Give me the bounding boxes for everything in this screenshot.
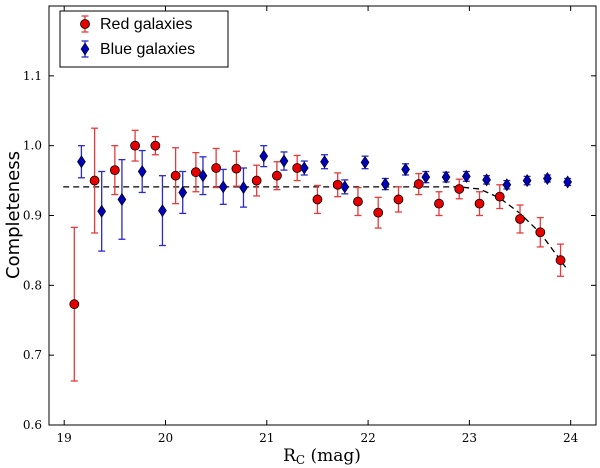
red-galaxy-point	[393, 194, 404, 205]
blue-galaxy-point	[299, 161, 309, 175]
red-galaxy-point	[211, 163, 222, 173]
red-galaxy-point	[353, 196, 363, 207]
y-tick-label: 0.9	[23, 209, 42, 223]
blue-galaxy-point	[380, 177, 390, 191]
x-tick-label: 21	[259, 431, 274, 445]
legend-blue-label: Blue galaxies	[100, 41, 195, 58]
x-tick-label: 22	[360, 431, 375, 445]
x-tick-label: 20	[158, 431, 173, 445]
blue-galaxy-point	[239, 181, 248, 195]
red-galaxy-point	[170, 170, 181, 181]
x-tick-label: 24	[563, 431, 579, 445]
y-tick-label: 0.8	[23, 278, 42, 292]
red-galaxy-point	[555, 255, 566, 266]
red-galaxy-point	[150, 140, 161, 151]
blue-galaxy-point	[340, 180, 350, 194]
series-red-galaxies	[69, 127, 566, 382]
red-galaxy-point	[413, 179, 424, 189]
plot-frame	[48, 5, 597, 426]
x-tick-label: 23	[462, 431, 477, 445]
y-axis-title: Completeness	[3, 151, 24, 279]
blue-galaxy-point	[421, 170, 431, 184]
blue-galaxy-point	[441, 170, 451, 184]
axis-ticks: 19 20 21 22 23 24 0.6 0.7 0.8 0.9 1.0 1.1	[23, 6, 596, 445]
y-tick-label: 0.7	[23, 348, 42, 362]
legend: Red galaxies Blue galaxies	[59, 10, 229, 68]
blue-galaxy-point	[97, 204, 107, 218]
series-blue-galaxies	[77, 145, 572, 252]
legend-red-label: Red galaxies	[100, 16, 193, 33]
red-galaxy-point	[272, 170, 282, 181]
red-galaxy-point	[312, 194, 323, 205]
red-galaxy-point	[190, 167, 201, 178]
blue-galaxy-point	[543, 171, 552, 186]
blue-galaxy-point	[279, 154, 289, 168]
red-galaxy-point	[109, 165, 120, 176]
red-galaxy-point	[434, 198, 444, 209]
red-galaxy-point	[130, 140, 141, 151]
blue-galaxy-point	[461, 169, 471, 183]
red-galaxy-point	[251, 175, 262, 186]
blue-galaxy-point	[482, 173, 491, 187]
blue-galaxy-point	[522, 174, 532, 188]
x-axis-title-sub: C	[296, 453, 305, 467]
blue-galaxy-point	[563, 175, 572, 189]
blue-galaxy-point	[502, 178, 512, 192]
legend-blue-symbol	[80, 42, 90, 56]
y-tick-label: 1.0	[23, 139, 42, 153]
x-axis-title-unit: (mag)	[305, 446, 361, 466]
blue-galaxy-point	[158, 204, 167, 218]
blue-galaxy-point	[259, 149, 269, 163]
red-galaxy-point	[515, 214, 525, 224]
red-galaxy-point	[89, 175, 100, 186]
x-tick-label: 19	[57, 431, 72, 445]
red-galaxy-point	[69, 299, 80, 310]
blue-galaxy-point	[401, 162, 410, 176]
blue-galaxy-point	[178, 185, 188, 199]
red-galaxy-point	[535, 227, 546, 238]
red-galaxy-point	[373, 207, 384, 218]
blue-galaxy-point	[198, 169, 208, 183]
red-galaxy-point	[474, 198, 485, 209]
y-tick-label: 0.6	[23, 418, 42, 432]
red-galaxy-point	[231, 163, 242, 174]
blue-galaxy-point	[77, 155, 86, 169]
x-axis-title: RC (mag)	[283, 446, 361, 467]
legend-red-marker	[80, 15, 90, 33]
blue-galaxy-point	[320, 155, 329, 169]
x-axis-title-main: R	[283, 446, 297, 466]
blue-galaxy-point	[137, 164, 147, 179]
legend-red-symbol	[80, 19, 90, 29]
y-tick-label: 1.1	[23, 69, 42, 83]
red-galaxy-point	[454, 184, 465, 194]
blue-galaxy-point	[360, 155, 370, 169]
red-galaxy-point	[494, 191, 505, 202]
blue-galaxy-point	[218, 180, 228, 194]
legend-blue-marker	[80, 40, 90, 58]
blue-galaxy-point	[117, 192, 127, 206]
red-galaxy-point	[332, 179, 343, 190]
